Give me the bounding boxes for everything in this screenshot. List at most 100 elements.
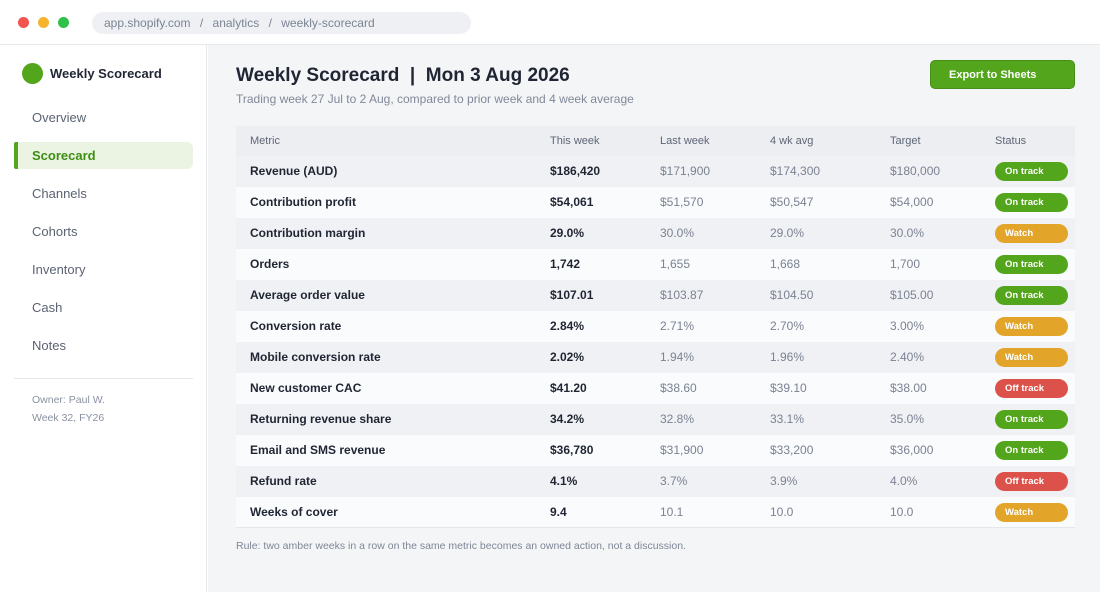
this-week-cell: 29.0% xyxy=(550,226,585,240)
status-badge: On track xyxy=(995,193,1068,212)
url-segment-page: weekly-scorecard xyxy=(281,16,375,30)
metric-cell: Refund rate xyxy=(250,474,317,488)
column-header-last-week[interactable]: Last week xyxy=(660,135,710,147)
window-maximize-button[interactable] xyxy=(58,17,69,28)
table-body: Revenue (AUD) $186,420 $171,900 $174,300 $18… xyxy=(236,156,1075,528)
table-row[interactable]: Weeks of cover 9.4 10.1 10.0 10.0 Watch xyxy=(236,497,1075,528)
sidebar-item-notes[interactable]: Notes xyxy=(32,338,66,353)
sidebar-item-cohorts[interactable]: Cohorts xyxy=(32,224,78,239)
target-cell: 2.40% xyxy=(890,350,925,364)
four-week-avg-cell: 1,668 xyxy=(770,257,801,271)
four-week-avg-cell: $33,200 xyxy=(770,443,814,457)
metric-cell: Conversion rate xyxy=(250,319,342,333)
table-row[interactable]: Average order value $107.01 $103.87 $104.50… xyxy=(236,280,1075,311)
table-row[interactable]: Contribution margin 29.0% 30.0% 29.0% 30.0% W… xyxy=(236,218,1075,249)
status-badge: On track xyxy=(995,410,1068,429)
table-row[interactable]: Orders 1,742 1,655 1,668 1,700 On track xyxy=(236,249,1075,280)
this-week-cell: 1,742 xyxy=(550,257,581,271)
metric-cell: Average order value xyxy=(250,288,365,302)
table-row[interactable]: Refund rate 4.1% 3.7% 3.9% 4.0% Off track xyxy=(236,466,1075,497)
table-row[interactable]: Contribution profit $54,061 $51,570 $50,547… xyxy=(236,187,1075,218)
status-badge: On track xyxy=(995,162,1068,181)
target-cell: $54,000 xyxy=(890,195,934,209)
column-header-4wk-avg[interactable]: 4 wk avg xyxy=(770,135,814,147)
sidebar-divider xyxy=(14,378,193,379)
four-week-avg-cell: 29.0% xyxy=(770,226,805,240)
column-header-target[interactable]: Target xyxy=(890,135,921,147)
four-week-avg-cell: 33.1% xyxy=(770,412,805,426)
week-label: Week 32, FY26 xyxy=(32,412,105,424)
metric-cell: Revenue (AUD) xyxy=(250,164,338,178)
window-minimize-button[interactable] xyxy=(38,17,49,28)
table-row[interactable]: Revenue (AUD) $186,420 $171,900 $174,300 $18… xyxy=(236,156,1075,187)
status-badge: Watch xyxy=(995,503,1068,522)
url-segment-host: app.shopify.com xyxy=(104,16,191,30)
target-cell: 35.0% xyxy=(890,412,925,426)
status-badge: Watch xyxy=(995,317,1068,336)
last-week-cell: 32.8% xyxy=(660,412,695,426)
this-week-cell: $107.01 xyxy=(550,288,594,302)
brand-logo-icon xyxy=(22,62,43,84)
four-week-avg-cell: $39.10 xyxy=(770,381,807,395)
four-week-avg-cell: 1.96% xyxy=(770,350,805,364)
target-cell: $105.00 xyxy=(890,288,934,302)
last-week-cell: $38.60 xyxy=(660,381,697,395)
last-week-cell: 3.7% xyxy=(660,474,688,488)
target-cell: $36,000 xyxy=(890,443,934,457)
page-subtitle: Trading week 27 Jul to 2 Aug, compared t… xyxy=(236,92,634,106)
last-week-cell: $51,570 xyxy=(660,195,704,209)
table-row[interactable]: Conversion rate 2.84% 2.71% 2.70% 3.00% Watch xyxy=(236,311,1075,342)
this-week-cell: 4.1% xyxy=(550,474,578,488)
metric-cell: Contribution margin xyxy=(250,226,366,240)
browser-chrome: app.shopify.com / analytics / weekly-sco… xyxy=(0,0,1100,45)
last-week-cell: 10.1 xyxy=(660,505,684,519)
four-week-avg-cell: $174,300 xyxy=(770,164,821,178)
table-row[interactable]: Mobile conversion rate 2.02% 1.94% 1.96% 2.4… xyxy=(236,342,1075,373)
footnote: Rule: two amber weeks in a row on the sa… xyxy=(236,540,686,552)
sidebar-item-overview[interactable]: Overview xyxy=(32,110,87,125)
this-week-cell: 2.84% xyxy=(550,319,585,333)
this-week-cell: $41.20 xyxy=(550,381,587,395)
sidebar-item-cash[interactable]: Cash xyxy=(32,300,63,315)
target-cell: 10.0 xyxy=(890,505,914,519)
last-week-cell: $171,900 xyxy=(660,164,711,178)
scorecard-table: Metric This week Last week 4 wk avg Targ… xyxy=(236,126,1075,528)
table-row[interactable]: Returning revenue share 34.2% 32.8% 33.1% 35… xyxy=(236,404,1075,435)
brand[interactable]: Weekly Scorecard xyxy=(22,62,162,84)
brand-name: Weekly Scorecard xyxy=(50,65,162,81)
target-cell: 4.0% xyxy=(890,474,918,488)
status-badge: On track xyxy=(995,255,1068,274)
status-badge: Off track xyxy=(995,472,1068,491)
window-close-button[interactable] xyxy=(18,17,29,28)
last-week-cell: 1,655 xyxy=(660,257,691,271)
export-to-sheets-button[interactable]: Export to Sheets xyxy=(930,60,1075,89)
metric-cell: Contribution profit xyxy=(250,195,356,209)
target-cell: $180,000 xyxy=(890,164,941,178)
status-badge: Watch xyxy=(995,348,1068,367)
target-cell: 30.0% xyxy=(890,226,925,240)
url-separator: / xyxy=(268,16,272,30)
this-week-cell: 2.02% xyxy=(550,350,585,364)
last-week-cell: 2.71% xyxy=(660,319,695,333)
four-week-avg-cell: 3.9% xyxy=(770,474,798,488)
sidebar-item-scorecard[interactable]: Scorecard xyxy=(14,142,193,169)
metric-cell: Email and SMS revenue xyxy=(250,443,386,457)
table-row[interactable]: Email and SMS revenue $36,780 $31,900 $33,2… xyxy=(236,435,1075,466)
address-bar[interactable]: app.shopify.com / analytics / weekly-sco… xyxy=(92,12,471,34)
status-badge: Watch xyxy=(995,224,1068,243)
table-row[interactable]: New customer CAC $41.20 $38.60 $39.10 $38.00… xyxy=(236,373,1075,404)
column-header-status[interactable]: Status xyxy=(995,135,1027,147)
column-header-metric[interactable]: Metric xyxy=(250,135,280,147)
target-cell: 1,700 xyxy=(890,257,921,271)
status-badge: On track xyxy=(995,441,1068,460)
sidebar-item-channels[interactable]: Channels xyxy=(32,186,87,201)
main-content: Weekly Scorecard | Mon 3 Aug 2026 Tradin… xyxy=(208,45,1100,592)
page-title: Weekly Scorecard | Mon 3 Aug 2026 xyxy=(236,65,570,86)
sidebar-item-inventory[interactable]: Inventory xyxy=(32,262,86,277)
this-week-cell: 34.2% xyxy=(550,412,585,426)
metric-cell: New customer CAC xyxy=(250,381,362,395)
metric-cell: Weeks of cover xyxy=(250,505,338,519)
four-week-avg-cell: 10.0 xyxy=(770,505,794,519)
four-week-avg-cell: $50,547 xyxy=(770,195,814,209)
column-header-this-week[interactable]: This week xyxy=(550,135,600,147)
